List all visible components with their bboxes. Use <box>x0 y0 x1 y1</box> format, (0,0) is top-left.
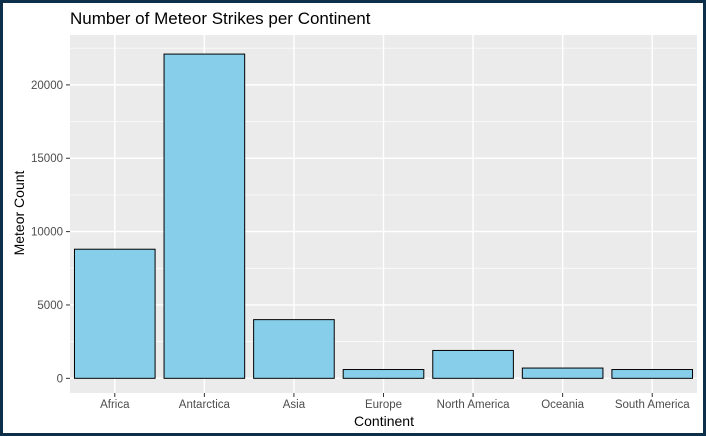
y-tick-label: 0 <box>57 373 63 385</box>
y-axis-ticks: 0 5000 10000 15000 20000 <box>31 80 70 385</box>
y-axis-title: Meteor Count <box>11 170 27 255</box>
x-tick-label: Africa <box>100 399 130 411</box>
x-tick-label: Antarctica <box>179 399 231 411</box>
bar-africa <box>73 248 156 379</box>
x-tick-label: Europe <box>365 399 402 411</box>
bar-asia <box>253 319 335 379</box>
y-tick-label: 20000 <box>31 80 63 92</box>
bar-europe <box>342 369 425 379</box>
bars <box>73 53 694 379</box>
bar-antarctica <box>163 53 246 379</box>
bar-north-america <box>432 349 514 379</box>
x-tick-label: South America <box>615 399 690 411</box>
x-tick-label: Asia <box>283 399 306 411</box>
chart-title: Number of Meteor Strikes per Continent <box>70 9 371 28</box>
x-tick-label: North America <box>437 399 510 411</box>
bar-oceania <box>521 367 604 379</box>
bar-south-america <box>611 369 694 379</box>
y-tick-label: 5000 <box>37 300 63 312</box>
x-axis-title: Continent <box>354 413 414 429</box>
x-tick-label: Oceania <box>541 399 584 411</box>
y-tick-label: 10000 <box>31 227 63 239</box>
x-axis-ticks: Africa Antarctica Asia Europe North America O… <box>100 393 690 411</box>
y-tick-label: 15000 <box>31 153 63 165</box>
